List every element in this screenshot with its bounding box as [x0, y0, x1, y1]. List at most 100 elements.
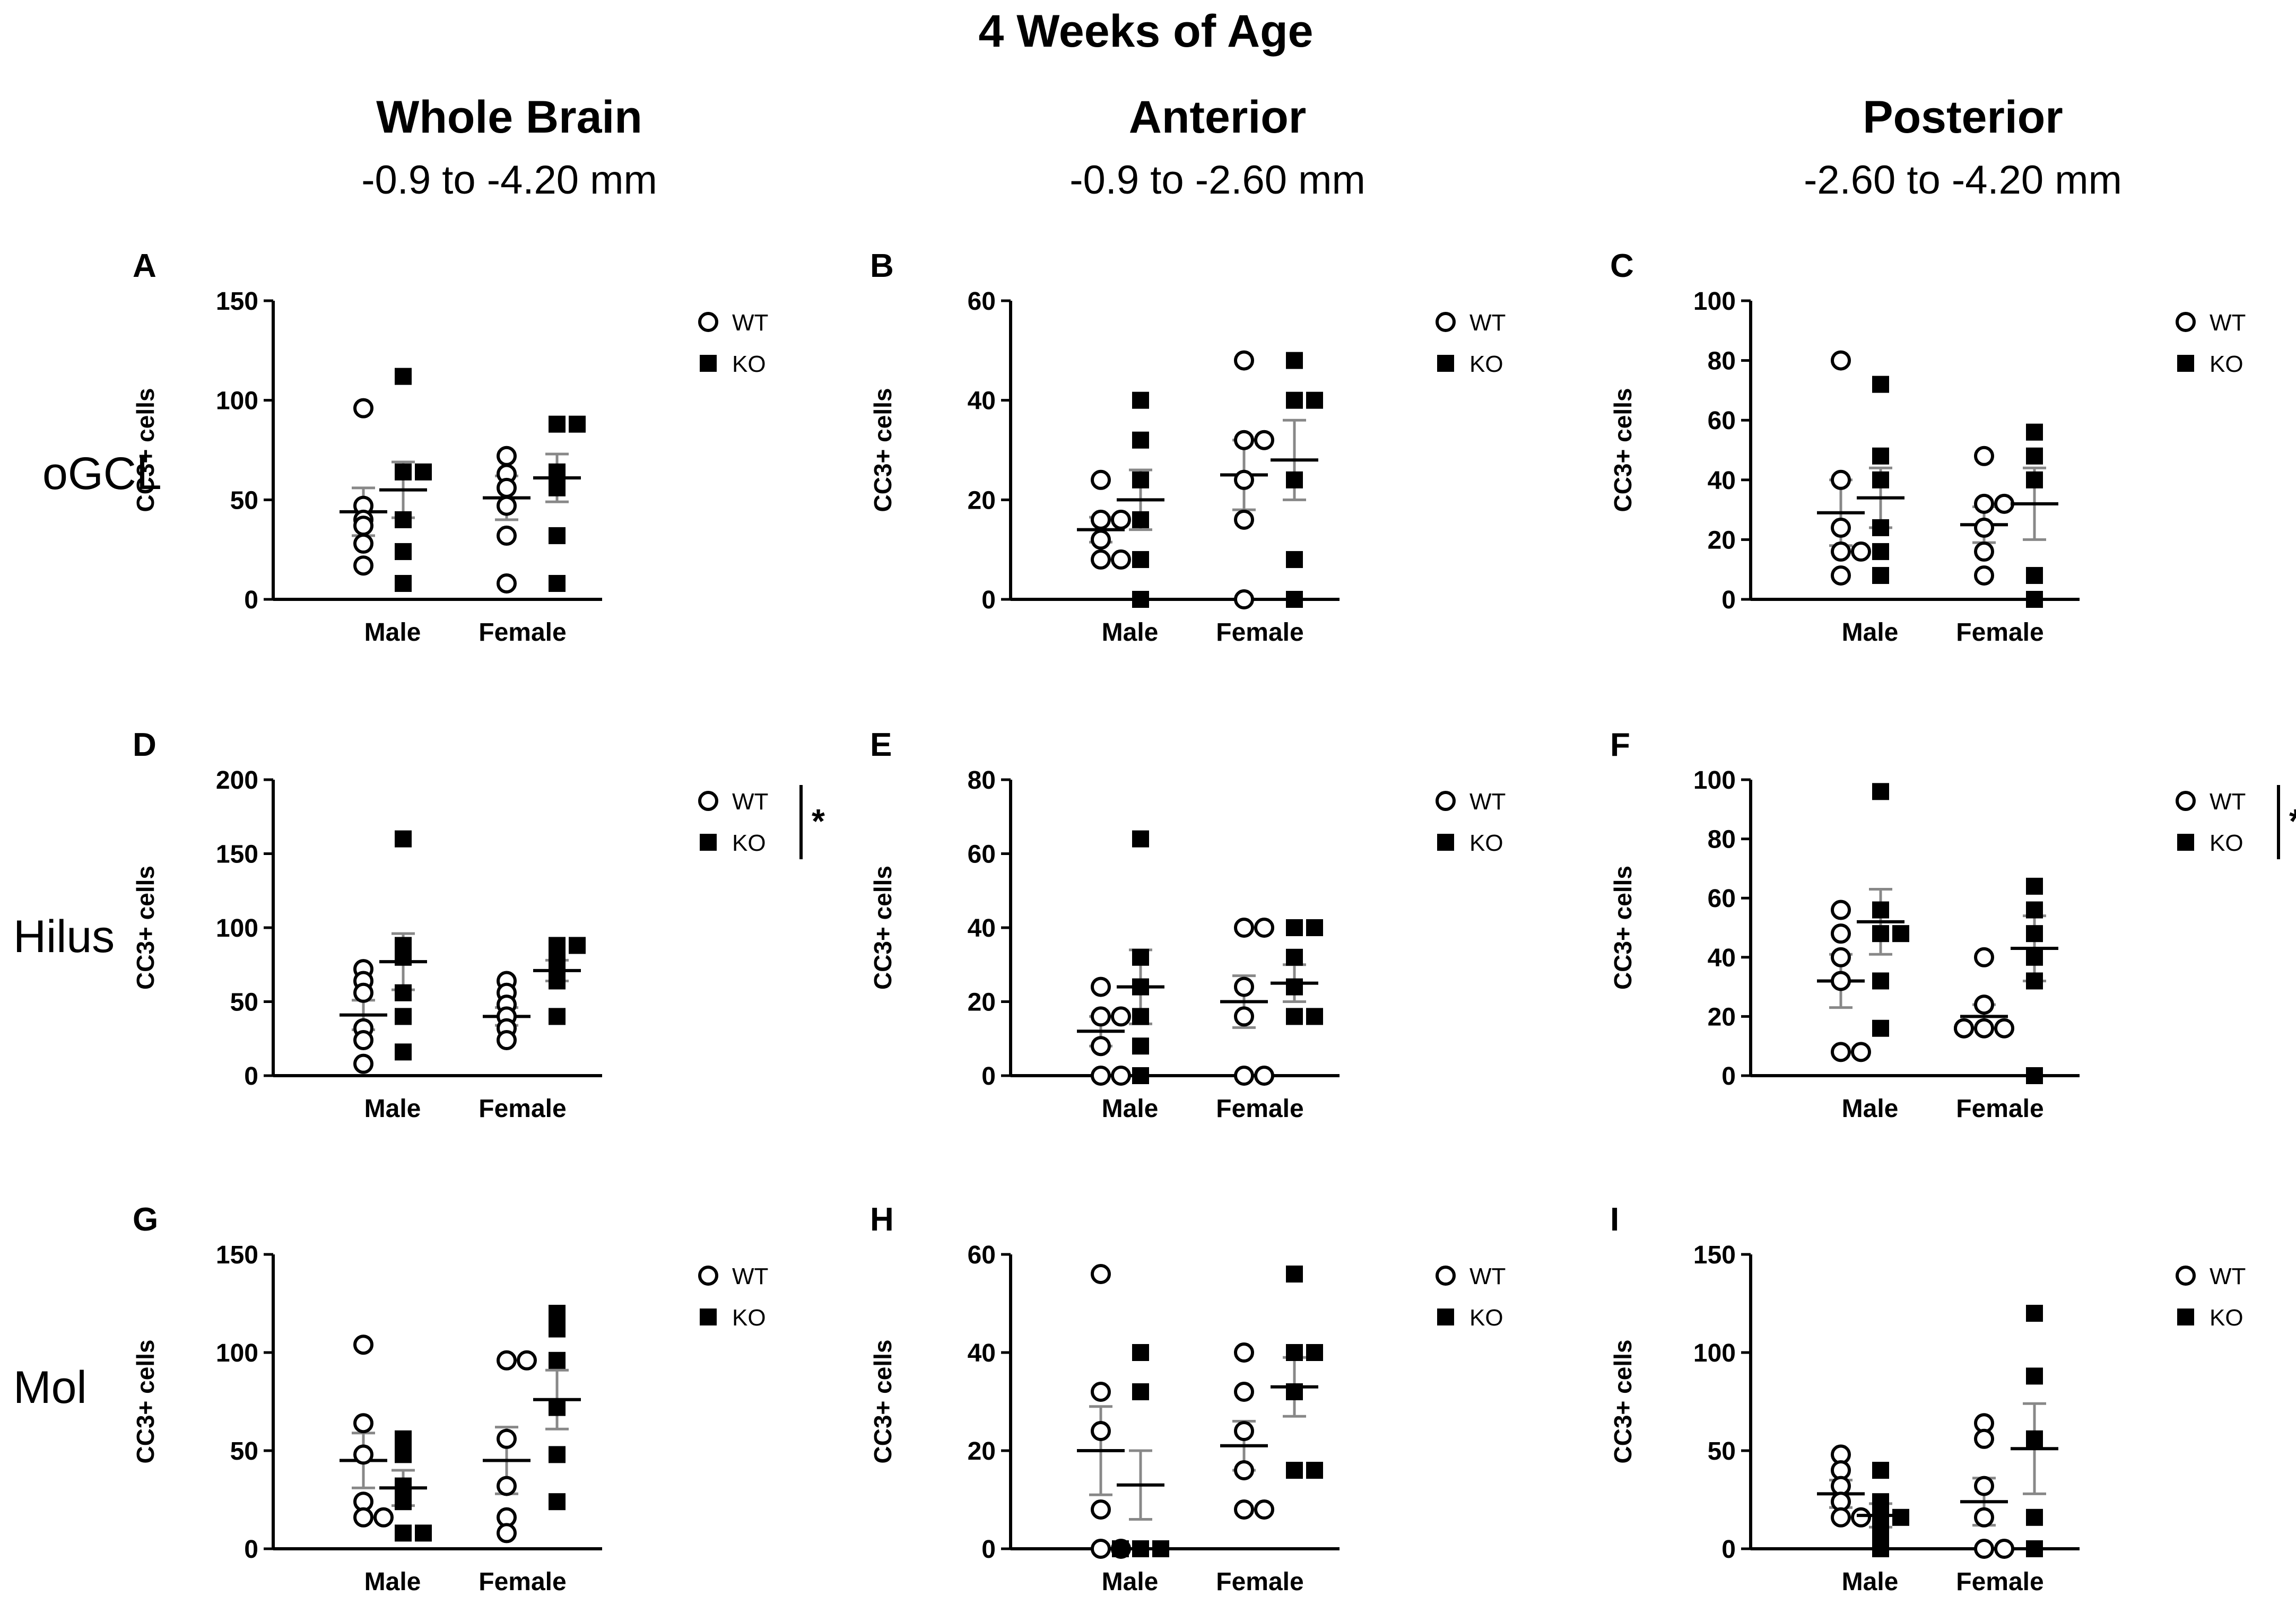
data-point-wt	[1974, 1018, 1994, 1039]
data-point-wt	[1234, 509, 1254, 530]
data-point-ko	[1286, 471, 1303, 489]
x-category-label: Female	[1216, 1095, 1303, 1123]
y-tick-label: 0	[1721, 586, 1736, 614]
y-tick-label: 20	[968, 989, 996, 1017]
data-point-wt	[353, 516, 373, 536]
x-category-label: Male	[1842, 1568, 1899, 1596]
data-point-wt	[1831, 971, 1851, 991]
data-point-wt	[497, 1030, 517, 1051]
data-point-wt	[1831, 350, 1851, 371]
legend-wt-marker	[1436, 312, 1456, 332]
panel-letter: G	[133, 1201, 158, 1238]
y-tick-label: 50	[230, 486, 258, 514]
x-category-label: Male	[1102, 618, 1159, 647]
data-point-ko	[549, 1493, 566, 1511]
y-axis-label: CC3+ cells	[869, 1340, 897, 1464]
legend-wt-marker	[698, 1266, 718, 1286]
y-tick-label: 100	[1693, 766, 1736, 795]
data-point-wt	[1234, 1421, 1254, 1441]
data-point-ko	[2026, 1540, 2043, 1557]
legend-ko-label: KO	[732, 351, 766, 377]
data-point-ko	[549, 1351, 566, 1369]
data-point-ko	[395, 543, 412, 560]
y-tick-label: 100	[216, 387, 258, 415]
data-point-ko	[1286, 551, 1303, 568]
y-tick-label: 150	[1693, 1241, 1736, 1269]
legend-ko-marker	[2177, 355, 2194, 372]
data-point-ko	[1872, 925, 1889, 943]
data-point-wt	[1234, 1006, 1254, 1027]
legend-ko-marker	[1437, 1309, 1454, 1325]
panel-H: H 0 20 40 60 CC3+ cells Male Female WT KO	[869, 1201, 1506, 1596]
data-point-ko	[395, 1477, 412, 1495]
data-point-ko	[1306, 1008, 1323, 1025]
legend-wt-marker	[1436, 791, 1456, 811]
data-point-wt	[497, 1476, 517, 1496]
data-point-ko	[1286, 1383, 1303, 1400]
data-point-wt	[1234, 1460, 1254, 1480]
data-point-ko	[1132, 1008, 1149, 1025]
y-tick-label: 100	[1693, 287, 1736, 316]
x-category-label: Female	[1956, 618, 2043, 647]
data-point-ko	[415, 1524, 432, 1542]
data-point-wt	[1851, 541, 1871, 562]
data-point-ko	[1872, 901, 1889, 919]
legend-wt-marker	[698, 312, 718, 332]
y-tick-label: 60	[968, 1241, 996, 1269]
data-point-ko	[2026, 925, 2043, 943]
y-tick-label: 0	[244, 586, 258, 614]
data-point-wt	[1091, 1421, 1111, 1441]
data-point-ko	[1306, 1344, 1323, 1361]
y-tick-label: 20	[968, 1437, 996, 1466]
data-point-wt	[1091, 469, 1111, 490]
data-point-wt	[1254, 918, 1274, 938]
legend-ko-marker	[1437, 834, 1454, 851]
y-axis-label: CC3+ cells	[1609, 866, 1637, 990]
data-point-ko	[1286, 391, 1303, 409]
legend-wt-label: WT	[2210, 789, 2246, 815]
y-tick-label: 80	[968, 766, 996, 795]
row-label-hilus: Hilus	[13, 911, 115, 962]
data-point-ko	[2026, 1305, 2043, 1322]
data-point-wt	[1831, 947, 1851, 967]
y-tick-label: 150	[216, 1241, 258, 1269]
data-point-wt	[1831, 517, 1851, 538]
y-tick-label: 50	[230, 1437, 258, 1466]
data-point-ko	[1132, 830, 1149, 848]
panel-letter: C	[1610, 248, 1634, 284]
data-point-ko	[2026, 591, 2043, 608]
data-point-wt	[353, 1334, 373, 1355]
y-tick-label: 100	[216, 914, 258, 943]
data-point-ko	[395, 511, 412, 528]
data-point-ko	[395, 1008, 412, 1025]
data-point-wt	[1234, 1382, 1254, 1402]
data-point-ko	[2026, 447, 2043, 465]
data-point-ko	[2026, 566, 2043, 584]
x-category-label: Male	[1842, 1095, 1899, 1123]
data-point-wt	[1234, 976, 1254, 997]
data-point-ko	[549, 1305, 566, 1322]
data-point-ko	[549, 1399, 566, 1416]
data-point-wt	[1254, 430, 1274, 450]
data-point-ko	[1152, 1540, 1169, 1557]
y-tick-label: 100	[1693, 1339, 1736, 1367]
panel-F: F 0 20 40 60 80 100 CC3+ cells Male Female WT KO *	[1609, 727, 2296, 1123]
data-point-wt	[1974, 1476, 1994, 1496]
data-point-ko	[1132, 591, 1149, 608]
data-point-wt	[353, 1413, 373, 1434]
legend-ko-label: KO	[2210, 351, 2243, 377]
data-point-wt	[1851, 1507, 1871, 1528]
y-tick-label: 80	[1708, 347, 1736, 376]
x-category-label: Male	[1102, 1095, 1159, 1123]
panels: A 0 50 100 150 CC3+ cells Male Female WT KO B 0 20 40…	[132, 248, 2296, 1596]
y-axis-label: CC3+ cells	[132, 388, 159, 512]
data-point-wt	[1831, 469, 1851, 490]
data-point-ko	[549, 415, 566, 433]
data-point-wt	[1111, 1066, 1131, 1086]
legend-wt-label: WT	[1469, 1263, 1506, 1289]
legend-wt-label: WT	[732, 789, 768, 815]
row-label-mol: Mol	[13, 1362, 87, 1413]
data-point-ko	[1286, 919, 1303, 936]
column-title-anterior: Anterior	[1129, 92, 1306, 143]
data-point-ko	[2026, 423, 2043, 441]
